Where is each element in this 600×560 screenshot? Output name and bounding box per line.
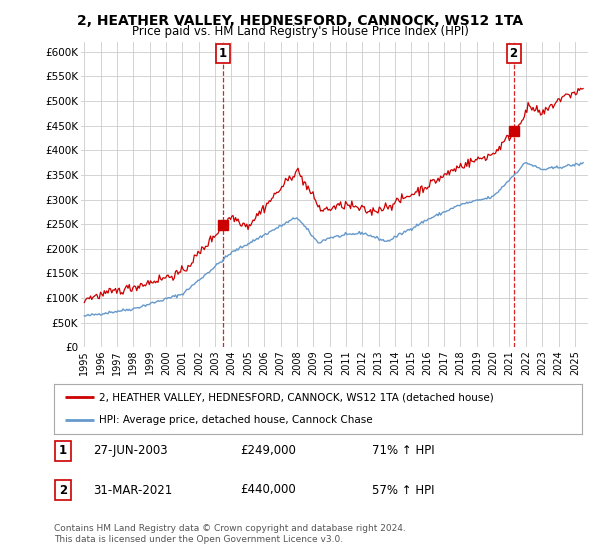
Text: 2: 2 bbox=[509, 46, 518, 59]
Text: £249,000: £249,000 bbox=[240, 444, 296, 458]
Text: 2, HEATHER VALLEY, HEDNESFORD, CANNOCK, WS12 1TA (detached house): 2, HEATHER VALLEY, HEDNESFORD, CANNOCK, … bbox=[99, 392, 494, 402]
Text: 2, HEATHER VALLEY, HEDNESFORD, CANNOCK, WS12 1TA: 2, HEATHER VALLEY, HEDNESFORD, CANNOCK, … bbox=[77, 14, 523, 28]
Text: £440,000: £440,000 bbox=[240, 483, 296, 497]
Text: HPI: Average price, detached house, Cannock Chase: HPI: Average price, detached house, Cann… bbox=[99, 416, 373, 426]
Text: 57% ↑ HPI: 57% ↑ HPI bbox=[372, 483, 434, 497]
Text: Price paid vs. HM Land Registry's House Price Index (HPI): Price paid vs. HM Land Registry's House … bbox=[131, 25, 469, 38]
Text: 31-MAR-2021: 31-MAR-2021 bbox=[93, 483, 172, 497]
Text: This data is licensed under the Open Government Licence v3.0.: This data is licensed under the Open Gov… bbox=[54, 535, 343, 544]
Text: 1: 1 bbox=[219, 46, 227, 59]
Text: 27-JUN-2003: 27-JUN-2003 bbox=[93, 444, 167, 458]
Text: 1: 1 bbox=[59, 444, 67, 458]
Text: Contains HM Land Registry data © Crown copyright and database right 2024.: Contains HM Land Registry data © Crown c… bbox=[54, 524, 406, 533]
Text: 2: 2 bbox=[59, 483, 67, 497]
Text: 71% ↑ HPI: 71% ↑ HPI bbox=[372, 444, 434, 458]
